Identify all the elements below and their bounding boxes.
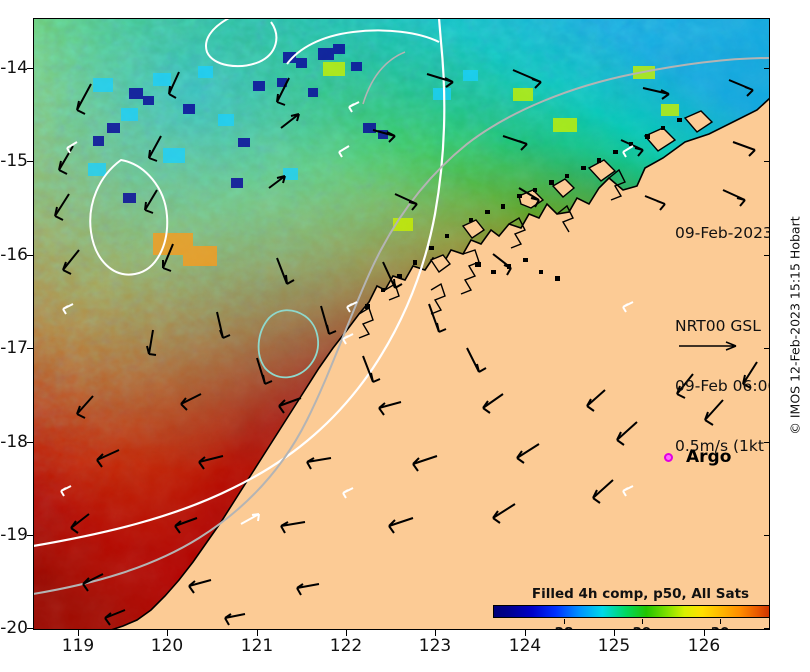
y-tick-16: [27, 255, 33, 256]
vector-scale-arrow-icon: [679, 341, 737, 351]
x-label-123: 123: [418, 636, 452, 656]
contour-small-grey: [362, 51, 406, 105]
y-label-15: -15: [0, 151, 28, 171]
depth-label-200m: 200m: [336, 629, 391, 630]
y-tick-right-15: [764, 161, 770, 162]
contour-200m-branch: [286, 29, 440, 65]
x-tick-123: [435, 630, 436, 636]
colorbar-label-28: 28: [544, 625, 584, 630]
map-plot-area[interactable]: 09-Feb-2023 12Z NRT00 GSL 09-Feb 06:00Z …: [33, 18, 770, 630]
colorbar-label-29: 29: [622, 625, 662, 630]
x-tick-120: [167, 630, 168, 636]
colorbar-title: Filled 4h comp, p50, All Sats: [531, 586, 750, 602]
current-vectors: [54, 69, 758, 626]
y-tick-right-16: [764, 255, 770, 256]
x-label-121: 121: [240, 636, 274, 656]
argo-legend: Argo: [664, 447, 731, 467]
credit-label: © IMOS 12-Feb-2023 15:15 Hobart: [787, 216, 803, 435]
y-label-18: -18: [0, 432, 28, 452]
y-label-19: -19: [0, 525, 28, 545]
x-label-124: 124: [508, 636, 542, 656]
argo-marker-icon: [664, 452, 673, 462]
coastline-and-land: [110, 96, 770, 630]
colorbar-label-30: 30: [700, 625, 740, 630]
y-tick-15: [27, 161, 33, 162]
x-tick-121: [257, 630, 258, 636]
x-label-125: 125: [597, 636, 631, 656]
y-tick-14: [27, 68, 33, 69]
y-tick-right-17: [764, 348, 770, 349]
contour-eddy-cyan: [257, 309, 319, 379]
contour-200m: [33, 18, 446, 548]
y-tick-17: [27, 348, 33, 349]
x-label-126: 126: [687, 636, 721, 656]
x-tick-126: [704, 630, 705, 636]
current-product-name: NRT00 GSL: [675, 317, 761, 335]
y-tick-20: [27, 628, 33, 629]
y-label-20: -20: [0, 618, 28, 638]
composite-date-label: 09-Feb-2023 12Z: [675, 224, 770, 242]
x-tick-124: [525, 630, 526, 636]
depth-contour-legend: 200m 1000m: [336, 589, 391, 630]
x-tick-119: [78, 630, 79, 636]
contour-eddy-white: [89, 158, 169, 276]
colorbar-tick-29: [642, 619, 643, 624]
y-tick-18: [27, 442, 33, 443]
colorbar: Filled 4h comp, p50, All Sats 28 29 30: [493, 586, 770, 630]
x-label-119: 119: [61, 636, 95, 656]
y-tick-right-19: [764, 535, 770, 536]
colorbar-tick-30: [720, 619, 721, 624]
y-tick-right-14: [764, 68, 770, 69]
contour-1000m: [33, 57, 770, 595]
current-product-timestamp: 09-Feb 06:00Z: [675, 377, 770, 395]
bathymetry-contours: [33, 18, 770, 595]
credit-text: © IMOS 12-Feb-2023 15:15 Hobart: [775, 0, 803, 672]
colorbar-gradient: 28 29 30: [493, 605, 770, 630]
y-label-17: -17: [0, 338, 28, 358]
argo-legend-label: Argo: [686, 447, 732, 467]
y-tick-19: [27, 535, 33, 536]
colorbar-tick-28: [564, 619, 565, 624]
coastline-detail-inlets: [358, 168, 626, 339]
x-label-122: 122: [329, 636, 363, 656]
y-tick-right-20: [764, 628, 770, 629]
x-tick-125: [614, 630, 615, 636]
y-label-14: -14: [0, 58, 28, 78]
x-tick-122: [346, 630, 347, 636]
current-product-block: NRT00 GSL 09-Feb 06:00Z 0.5m/s (1kt 24h): [675, 276, 770, 496]
y-tick-right-18: [764, 442, 770, 443]
y-label-16: -16: [0, 245, 28, 265]
x-label-120: 120: [150, 636, 184, 656]
contour-eddy-top: [205, 18, 278, 68]
